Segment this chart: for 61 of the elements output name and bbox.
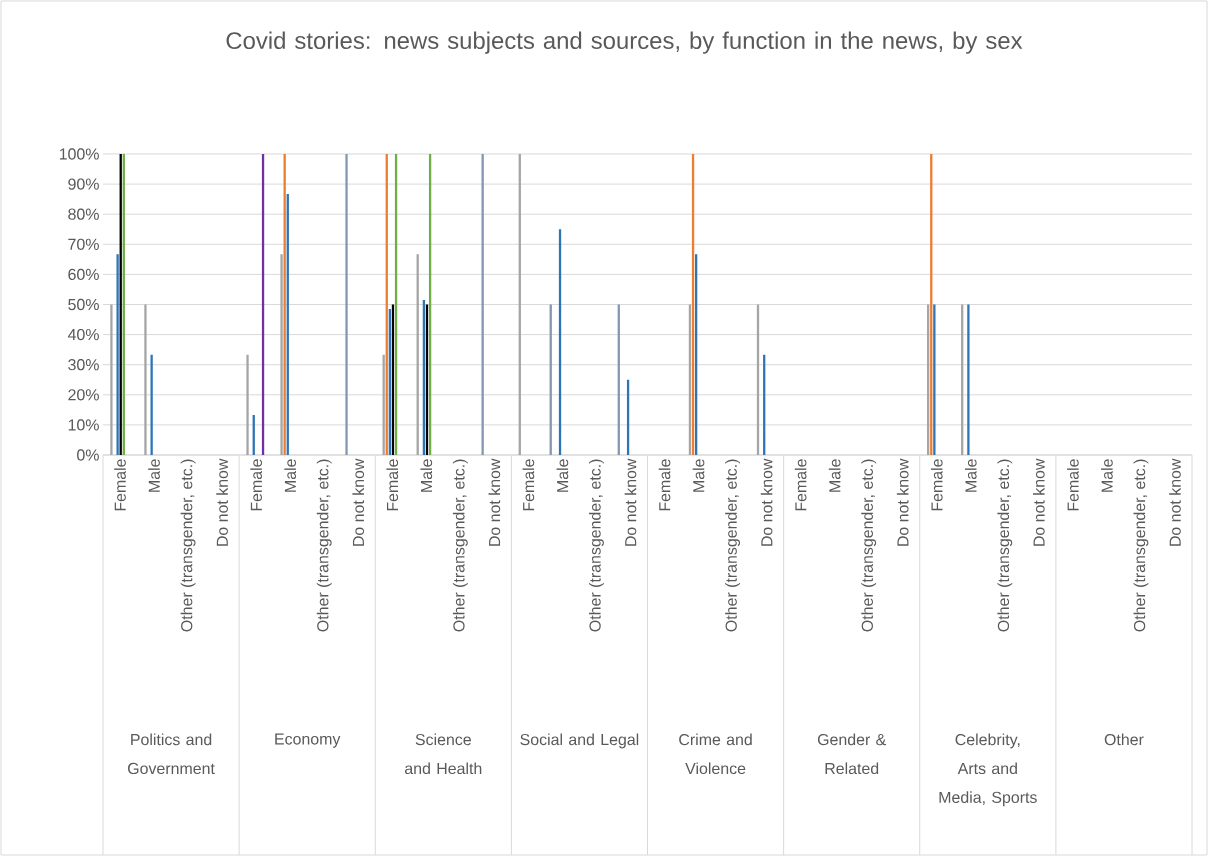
bar	[144, 304, 147, 455]
x-tick-label: Other (transgender, etc.)	[452, 459, 468, 632]
bar	[345, 153, 348, 455]
x-tick-label: Other (transgender, etc.)	[180, 459, 196, 632]
bar	[280, 254, 283, 455]
x-tick-label: Do not know	[760, 458, 773, 546]
x-tick-label: Male	[148, 459, 160, 492]
bar	[110, 304, 113, 455]
x-tick-label: Male	[420, 459, 433, 492]
x-tick-label: Female	[386, 459, 399, 511]
y-tick-label: 80%	[68, 208, 99, 220]
text: Politics and Government	[128, 733, 215, 775]
y-tick-label: 40%	[67, 328, 99, 341]
x-tick-label: Female	[522, 459, 535, 511]
bar	[933, 304, 936, 455]
x-tick-label: Other (transgender, etc.)	[861, 459, 877, 632]
x-tick-label: Do not know	[488, 458, 501, 546]
text: Economy	[275, 733, 341, 748]
y-tick-label: 20%	[68, 389, 99, 401]
x-tick-label: Female	[1067, 459, 1079, 511]
y-tick-label: 100%	[59, 148, 99, 160]
x-tick-label: Do not know	[896, 458, 909, 546]
x-tick-label: Male	[964, 459, 977, 492]
x-tick-label: Female	[658, 459, 671, 511]
y-tick-label: 0%	[77, 449, 99, 461]
text: Other	[1104, 733, 1144, 746]
text: Social and Legal	[520, 733, 639, 749]
x-tick-label: Male	[692, 459, 705, 492]
chart-title: Covid stories: news subjects and sources, by function in the news, by sex	[226, 31, 1023, 54]
y-tick-label: 10%	[68, 419, 99, 431]
x-tick-label: Female	[794, 459, 807, 511]
text: Celebrity, Arts and Media, Sports	[939, 733, 1037, 807]
bar	[246, 354, 249, 455]
y-tick-label: 60%	[68, 268, 99, 281]
x-tick-label: Other (transgender, etc.)	[725, 459, 741, 632]
x-tick-label: Other (transgender, etc.)	[997, 459, 1013, 632]
text: Crime and Violence	[679, 733, 752, 775]
x-tick-label: Other (transgender, etc.)	[316, 459, 332, 632]
x-tick-label: Do not know	[624, 458, 637, 546]
y-tick-label: 30%	[68, 359, 99, 371]
y-tick-label: 50%	[68, 298, 99, 311]
x-tick-label: Other (transgender, etc.)	[1133, 459, 1149, 632]
x-tick-label: Male	[828, 459, 841, 492]
x-tick-label: Female	[114, 459, 126, 511]
x-tick-label: Male	[284, 459, 297, 492]
y-tick-label: 70%	[68, 238, 99, 250]
y-tick-label: 90%	[68, 178, 99, 190]
x-tick-label: Do not know	[352, 458, 365, 546]
bar	[150, 354, 153, 455]
x-tick-label: Do not know	[216, 458, 228, 546]
x-tick-label: Male	[556, 459, 569, 492]
x-tick-label: Other (transgender, etc.)	[589, 459, 604, 632]
x-tick-label: Male	[1101, 459, 1113, 492]
x-tick-label: Female	[250, 459, 262, 511]
bar	[116, 254, 119, 455]
x-tick-label: Do not know	[1033, 458, 1045, 546]
bar	[967, 304, 970, 455]
x-tick-label: Do not know	[1169, 458, 1181, 546]
text: Gender & Related	[817, 733, 886, 775]
x-tick-label: Female	[930, 459, 943, 511]
text: Science and Health	[405, 733, 482, 775]
